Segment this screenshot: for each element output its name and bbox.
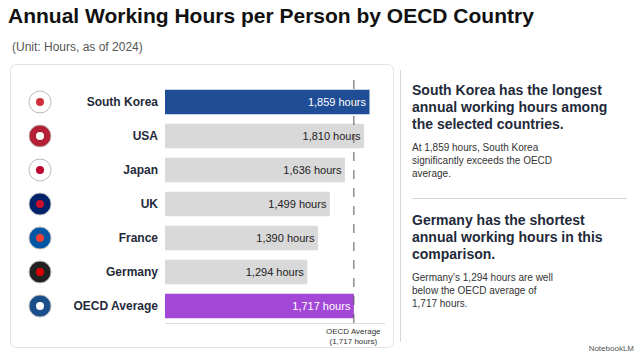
svg-text:1,717 hours: 1,717 hours [292, 300, 351, 312]
svg-text:OECD Average: OECD Average [74, 299, 159, 313]
svg-text:UK: UK [141, 197, 159, 211]
svg-text:1,294 hours: 1,294 hours [246, 266, 305, 278]
svg-text:1,390 hours: 1,390 hours [256, 232, 315, 244]
svg-text:Japan: Japan [123, 163, 158, 177]
svg-text:1,499 hours: 1,499 hours [268, 198, 327, 210]
svg-text:(Unit: Hours, as of 2024): (Unit: Hours, as of 2024) [12, 40, 143, 54]
svg-text:1,859 hours: 1,859 hours [308, 96, 367, 108]
svg-text:France: France [119, 231, 159, 245]
html-text:South Korea has the longest an: South Korea has the longest annual worki… [412, 82, 608, 132]
html-text:At 1,859 hours, South Korea si: At 1,859 hours, South Korea significantl… [412, 142, 553, 179]
html-text:NotebookLM: NotebookLM [588, 344, 634, 353]
html-text:Germany has the shortest annua: Germany has the shortest annual working … [412, 212, 603, 262]
svg-text:Germany: Germany [106, 265, 158, 279]
html-text:Germany's 1,294 hours are well: Germany's 1,294 hours are well below the… [412, 272, 553, 309]
svg-text:Annual Working Hours per Perso: Annual Working Hours per Person by OECD … [8, 4, 534, 27]
svg-text:South Korea: South Korea [87, 95, 159, 109]
svg-text:OECD Average(1,717 hours): OECD Average(1,717 hours) [326, 327, 381, 346]
svg-text:1,636 hours: 1,636 hours [283, 164, 342, 176]
svg-text:1,810 hours: 1,810 hours [303, 130, 362, 142]
svg-text:USA: USA [133, 129, 159, 143]
